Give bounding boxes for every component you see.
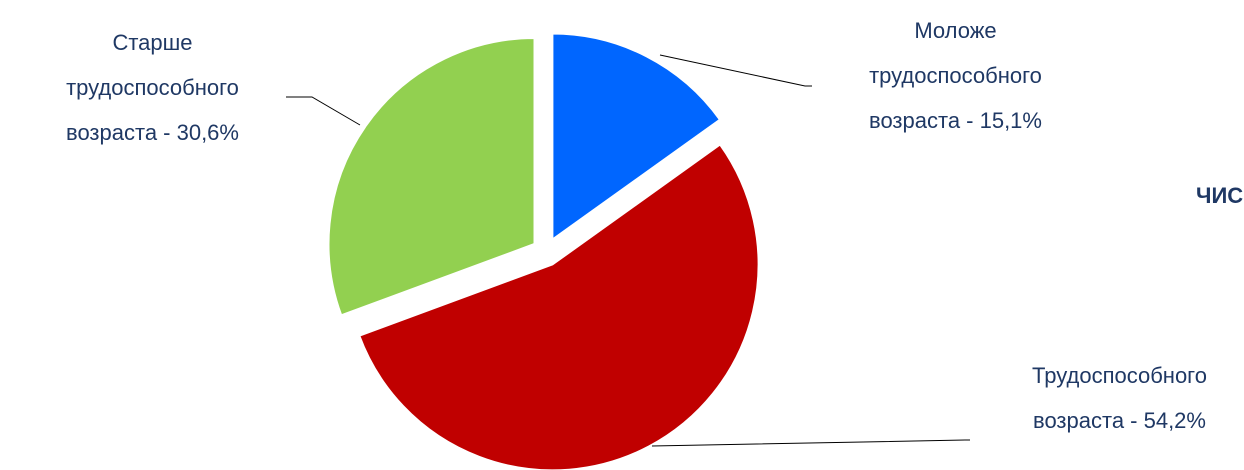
slice-label: Трудоспособного возраста - 54,2% [1032,363,1207,433]
annotation: ЧИС [1196,183,1244,208]
slice-label: Старше трудоспособного возраста - 30,6% [66,30,239,145]
leader-line [659,54,812,87]
slice-label: Моложе трудоспособного возраста - 15,1% [869,18,1042,133]
pie-slice [327,36,536,317]
leader-line [286,96,361,126]
pie-slice [358,143,760,470]
leader-line [651,439,970,447]
pie-slice [551,32,722,242]
